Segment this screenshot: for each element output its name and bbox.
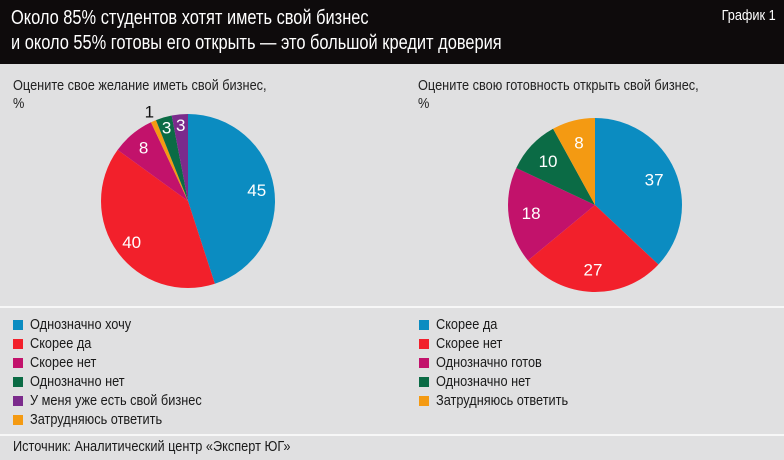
legend-swatch (419, 395, 429, 406)
left-subtitle-line-2: % (13, 95, 25, 112)
pie-slice (188, 114, 275, 284)
legend-label: Однозначно хочу (30, 316, 132, 333)
legend-item: Однозначно нет (13, 372, 232, 391)
legend-item: Скорее нет (13, 353, 232, 372)
pie-slice (150, 120, 188, 201)
right-legend: Скорее да Скорее нет Однозначно готов Одноз… (419, 315, 591, 410)
legend-label: Скорее нет (436, 335, 503, 352)
legend-item: Однозначно хочу (13, 315, 232, 334)
legend-label: Однозначно нет (30, 373, 125, 390)
header-bar: Около 85% студентов хотят иметь свой биз… (0, 0, 784, 64)
legend-swatch (419, 319, 429, 330)
divider (0, 434, 784, 436)
legend-item: Однозначно нет (419, 372, 591, 391)
data-label: 45 (247, 181, 266, 200)
pie-slice (595, 118, 682, 265)
divider (0, 306, 784, 308)
data-label: 3 (162, 118, 171, 137)
data-label: 10 (539, 152, 558, 171)
left-legend: Однозначно хочу Скорее да Скорее нет Однозн… (13, 315, 232, 429)
legend-swatch (13, 414, 23, 425)
pie-slice (516, 128, 595, 205)
data-label: 1 (145, 103, 154, 122)
legend-label: Скорее нет (30, 354, 97, 371)
right-subtitle-line-1: Оцените свою готовность открыть свой биз… (418, 77, 699, 94)
legend-label: У меня уже есть свой бизнес (30, 392, 202, 409)
legend-label: Затрудняюсь ответить (30, 411, 163, 428)
title-line-2: и около 55% готовы его открыть — это бол… (11, 32, 502, 54)
legend-label: Затрудняюсь ответить (436, 392, 569, 409)
data-label: 8 (139, 138, 148, 157)
legend-item: Скорее да (419, 315, 591, 334)
pie-slice (101, 149, 215, 288)
legend-item: Скорее нет (419, 334, 591, 353)
title-line-1: Около 85% студентов хотят иметь свой биз… (11, 7, 369, 29)
pie-slice (171, 114, 188, 201)
legend-swatch (13, 338, 23, 349)
data-label: 3 (176, 116, 185, 135)
legend-item: Скорее да (13, 334, 232, 353)
legend-label: Однозначно нет (436, 373, 531, 390)
legend-swatch (13, 357, 23, 368)
right-subtitle-line-2: % (418, 95, 430, 112)
legend-swatch (13, 376, 23, 387)
legend-label: Скорее да (30, 335, 92, 352)
legend-item: Однозначно готов (419, 353, 591, 372)
left-chart-subtitle: Оцените свое желание иметь свой бизнес, … (13, 77, 267, 113)
source-note: Источник: Аналитический центр «Эксперт Ю… (13, 438, 291, 455)
chart-title: Около 85% студентов хотят иметь свой биз… (11, 6, 502, 56)
legend-item: Затрудняюсь ответить (13, 410, 232, 429)
legend-swatch (419, 338, 429, 349)
pie-slice (553, 118, 595, 205)
data-label: 8 (574, 134, 583, 153)
legend-label: Скорее да (436, 316, 498, 333)
pie-slice (527, 205, 659, 293)
left-subtitle-line-1: Оцените свое желание иметь свой бизнес, (13, 77, 267, 94)
legend-item: Затрудняюсь ответить (419, 391, 591, 410)
data-label: 18 (522, 204, 541, 223)
legend-swatch (13, 319, 23, 330)
pie-slice (155, 115, 188, 201)
data-label: 27 (584, 260, 603, 279)
right-chart-subtitle: Оцените свою готовность открыть свой биз… (418, 77, 699, 113)
data-label: 40 (122, 233, 141, 252)
pie-slice (507, 167, 595, 261)
legend-item: У меня уже есть свой бизнес (13, 391, 232, 410)
legend-swatch (419, 376, 429, 387)
legend-label: Однозначно готов (436, 354, 542, 371)
legend-swatch (13, 395, 23, 406)
legend-swatch (419, 357, 429, 368)
pie-slice (117, 122, 188, 201)
figure-tag: График 1 (721, 7, 776, 24)
data-label: 37 (645, 170, 664, 189)
